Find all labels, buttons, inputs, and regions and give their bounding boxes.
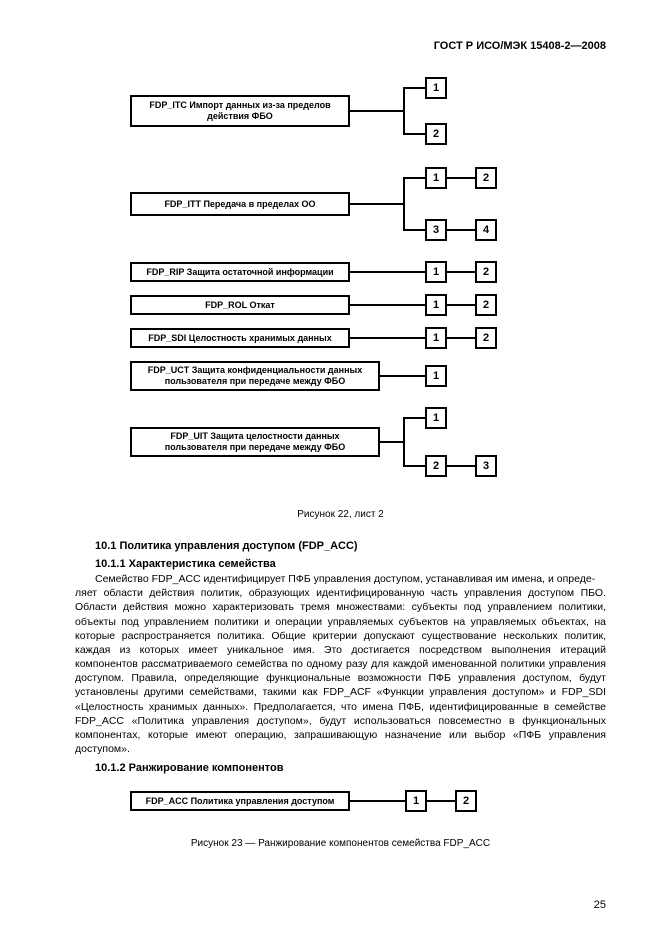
family-box: FDP_SDI Целостность хранимых данных [130, 328, 350, 348]
component-num: 3 [425, 219, 447, 241]
family-box: FDP_ITT Передача в пределах ОО [130, 192, 350, 216]
connector-line [403, 465, 425, 467]
connector-line [350, 271, 425, 273]
para-first-line: Семейство FDP_ACC идентифицирует ПФБ упр… [95, 573, 595, 585]
connector-line [447, 465, 475, 467]
component-num: 1 [425, 167, 447, 189]
paragraph: Семейство FDP_ACC идентифицирует ПФБ упр… [75, 572, 606, 756]
connector-line [403, 417, 405, 467]
connector-line [350, 800, 405, 802]
section-heading-10-1-2: 10.1.2 Ранжирование компонентов [95, 762, 606, 774]
connector-line [427, 800, 455, 802]
connector-line [447, 229, 475, 231]
connector-line [350, 203, 405, 205]
connector-line [447, 304, 475, 306]
component-num: 2 [455, 790, 477, 812]
connector-line [403, 177, 425, 179]
family-box: FDP_ITC Импорт данных из-за пределов дей… [130, 95, 350, 127]
connector-line [350, 304, 425, 306]
family-box: FDP_UIT Защита целостности данных пользо… [130, 427, 380, 457]
component-num: 1 [425, 407, 447, 429]
figure-22-caption: Рисунок 22, лист 2 [75, 509, 606, 520]
connector-line [350, 337, 425, 339]
connector-line [350, 110, 405, 112]
component-num: 1 [405, 790, 427, 812]
connector-line [403, 133, 425, 135]
family-box: FDP_ACC Политика управления доступом [130, 791, 350, 811]
family-box: FDP_RIP Защита остаточной информации [130, 262, 350, 282]
component-num: 1 [425, 77, 447, 99]
component-num: 1 [425, 365, 447, 387]
figure-22: FDP_ITC Импорт данных из-за пределов дей… [75, 77, 606, 497]
section-heading-10-1-1: 10.1.1 Характеристика семейства [95, 558, 606, 570]
connector-line [447, 271, 475, 273]
page: ГОСТ Р ИСО/МЭК 15408-2—2008 FDP_ITC Импо… [0, 0, 661, 936]
para-rest: ляет области действия политик, образующи… [75, 587, 606, 755]
component-num: 2 [425, 455, 447, 477]
connector-line [403, 229, 425, 231]
component-num: 2 [475, 167, 497, 189]
component-num: 2 [475, 261, 497, 283]
connector-line [447, 177, 475, 179]
connector-line [380, 375, 425, 377]
figure-23: FDP_ACC Политика управления доступом 1 2 [75, 786, 606, 826]
component-num: 2 [425, 123, 447, 145]
connector-line [403, 177, 405, 231]
family-box: FDP_ROL Откат [130, 295, 350, 315]
component-num: 2 [475, 327, 497, 349]
figure-23-caption: Рисунок 23 — Ранжирование компонентов се… [75, 838, 606, 849]
connector-line [403, 417, 425, 419]
connector-line [403, 87, 425, 89]
connector-line [447, 337, 475, 339]
component-num: 3 [475, 455, 497, 477]
page-number: 25 [594, 899, 606, 911]
component-num: 1 [425, 327, 447, 349]
component-num: 1 [425, 294, 447, 316]
component-num: 4 [475, 219, 497, 241]
section-heading-10-1: 10.1 Политика управления доступом (FDP_A… [95, 540, 606, 552]
component-num: 1 [425, 261, 447, 283]
connector-line [403, 87, 405, 135]
connector-line [380, 441, 405, 443]
family-box: FDP_UCT Защита конфиденциальности данных… [130, 361, 380, 391]
component-num: 2 [475, 294, 497, 316]
doc-header: ГОСТ Р ИСО/МЭК 15408-2—2008 [75, 40, 606, 52]
